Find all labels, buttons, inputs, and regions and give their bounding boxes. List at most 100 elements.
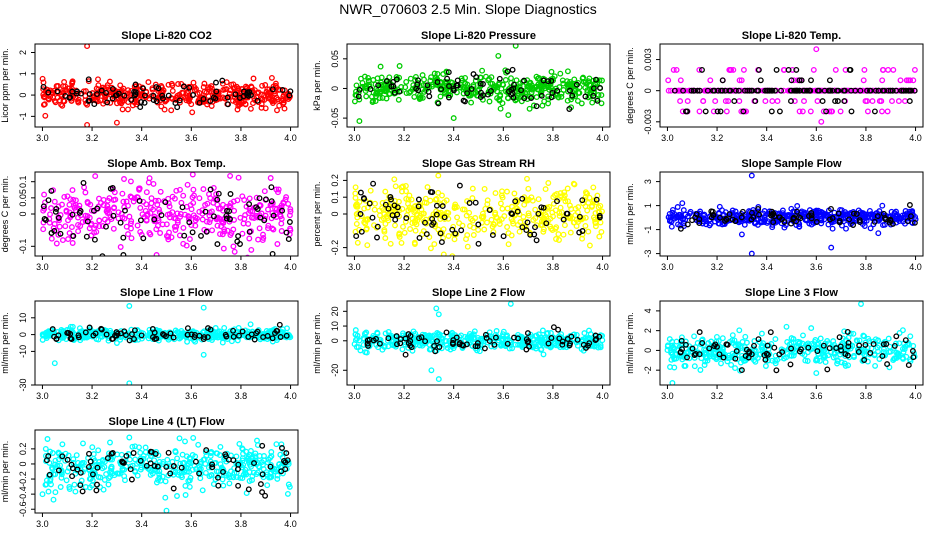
- data-point: [246, 235, 253, 242]
- data-point: [186, 236, 193, 243]
- data-point: [176, 91, 183, 98]
- data-point: [585, 94, 592, 101]
- data-point: [40, 226, 47, 233]
- data-point: [236, 332, 242, 339]
- data-point: [423, 231, 430, 238]
- data-point: [774, 98, 781, 105]
- data-point: [247, 321, 254, 328]
- x-tick-label: 3.8: [547, 262, 560, 272]
- data-point: [454, 82, 461, 89]
- data-point: [130, 450, 137, 456]
- data-point: [538, 204, 545, 211]
- data-point: [57, 230, 64, 237]
- data-point: [246, 195, 253, 202]
- data-point: [275, 96, 282, 103]
- data-point: [363, 93, 370, 100]
- data-point: [682, 341, 689, 348]
- data-point: [884, 108, 891, 115]
- data-point: [588, 203, 595, 210]
- data-point: [738, 367, 745, 374]
- data-point: [567, 229, 574, 236]
- data-point: [675, 214, 682, 221]
- data-points: [39, 303, 294, 385]
- x-tick-label: 3.2: [711, 133, 724, 143]
- data-point: [726, 66, 733, 73]
- data-point: [158, 212, 165, 219]
- data-point: [172, 227, 179, 233]
- data-point: [822, 353, 829, 360]
- data-point: [482, 331, 489, 338]
- data-point: [755, 206, 762, 212]
- data-point: [757, 77, 764, 84]
- data-point: [365, 78, 372, 85]
- data-point: [196, 466, 203, 473]
- data-point: [180, 83, 187, 90]
- data-point: [368, 93, 375, 100]
- data-point: [700, 212, 707, 219]
- data-point: [260, 231, 266, 238]
- data-point: [186, 455, 193, 461]
- data-point: [521, 77, 527, 84]
- data-point: [282, 459, 289, 466]
- data-point: [773, 367, 780, 374]
- data-point: [65, 330, 72, 336]
- data-point: [383, 95, 390, 102]
- data-point: [704, 357, 711, 364]
- data-point: [213, 79, 219, 86]
- data-point: [181, 459, 187, 466]
- outlier-point: [669, 380, 676, 385]
- data-point: [75, 98, 81, 105]
- data-point: [525, 212, 532, 219]
- data-point: [835, 210, 842, 217]
- data-point: [837, 108, 844, 115]
- data-point: [748, 351, 755, 358]
- data-point: [508, 75, 514, 82]
- data-point: [414, 217, 421, 224]
- data-point: [466, 200, 473, 206]
- x-tick-label: 3.2: [398, 262, 411, 272]
- data-point: [586, 242, 593, 249]
- x-tick-label: 3.0: [348, 133, 361, 143]
- data-point: [221, 226, 228, 233]
- data-point: [569, 92, 576, 99]
- data-point: [504, 205, 511, 212]
- data-point: [711, 343, 718, 349]
- data-point: [900, 355, 907, 362]
- x-tick-label: 3.2: [398, 391, 411, 401]
- x-tick-label: 3.2: [86, 262, 99, 272]
- data-point: [826, 77, 833, 84]
- data-point: [245, 220, 252, 227]
- data-point: [249, 473, 256, 480]
- data-point: [875, 337, 882, 344]
- data-point: [502, 76, 509, 83]
- data-point: [787, 361, 794, 368]
- data-point: [540, 228, 547, 235]
- y-tick-label: -0.2: [330, 240, 340, 256]
- data-point: [183, 468, 190, 475]
- data-point: [184, 331, 191, 338]
- data-point: [776, 214, 783, 221]
- data-point: [77, 482, 84, 489]
- data-point: [850, 210, 857, 217]
- data-point: [739, 208, 746, 215]
- data-point: [707, 77, 714, 84]
- x-tick-label: 3.4: [447, 133, 460, 143]
- data-point: [110, 212, 117, 219]
- data-point: [580, 78, 587, 85]
- data-point: [554, 198, 560, 205]
- data-point: [591, 216, 598, 223]
- data-point: [117, 82, 124, 89]
- data-point: [867, 350, 874, 356]
- data-point: [580, 215, 586, 222]
- data-point: [187, 474, 194, 481]
- data-point: [806, 341, 813, 348]
- data-point: [449, 253, 456, 256]
- data-point: [260, 334, 267, 341]
- y-tick-label: -1: [643, 226, 653, 234]
- data-point: [356, 199, 363, 205]
- data-point: [91, 236, 98, 243]
- data-point: [574, 336, 581, 343]
- data-point: [434, 338, 440, 345]
- data-point: [405, 340, 412, 347]
